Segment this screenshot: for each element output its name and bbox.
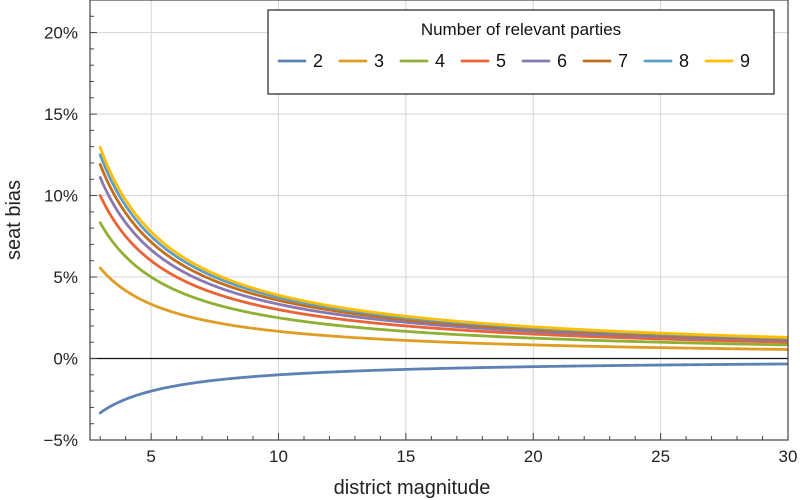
y-tick-label: 20%: [44, 24, 78, 43]
series-line-2: [98, 362, 788, 415]
legend-title: Number of relevant parties: [421, 20, 621, 39]
series-line-4: [98, 221, 788, 347]
legend-entries: 2 3 4 5 6 7 8 9: [277, 51, 750, 71]
legend: Number of relevant parties 2 3 4 5 6 7 8 9: [267, 9, 775, 95]
legend-label-4: 4: [435, 51, 445, 71]
y-tick-label: −5%: [44, 431, 79, 450]
x-axis-title: district magnitude: [334, 477, 491, 499]
x-tick-label: 20: [524, 447, 543, 466]
x-tick-labels: 5 10 15 20 25 30: [146, 447, 797, 466]
axis-ticks: [90, 0, 789, 441]
y-tick-label: 15%: [44, 105, 78, 124]
series-line-6: [98, 176, 788, 342]
y-tick-label: 10%: [44, 187, 78, 206]
x-tick-label: 25: [651, 447, 670, 466]
legend-label-7: 7: [618, 51, 628, 71]
y-tick-label: 0%: [53, 350, 78, 369]
x-tick-label: 10: [269, 447, 288, 466]
x-tick-label: 5: [146, 447, 155, 466]
plot-frame: [89, 0, 789, 441]
legend-label-6: 6: [557, 51, 567, 71]
legend-label-3: 3: [374, 51, 384, 71]
series-line-3: [98, 266, 788, 351]
series-line-9: [98, 145, 788, 339]
legend-label-2: 2: [313, 51, 323, 71]
legend-box: [267, 9, 775, 95]
x-tick-label: 30: [779, 447, 798, 466]
y-tick-label: 5%: [53, 268, 78, 287]
legend-label-9: 9: [740, 51, 750, 71]
series-line-5: [98, 194, 788, 344]
y-axis-title: seat bias: [3, 180, 25, 260]
series-lines: [98, 145, 788, 415]
x-tick-label: 15: [396, 447, 415, 466]
legend-label-5: 5: [496, 51, 506, 71]
legend-label-8: 8: [679, 51, 689, 71]
y-tick-labels: −5% 0% 5% 10% 15% 20%: [44, 24, 79, 450]
